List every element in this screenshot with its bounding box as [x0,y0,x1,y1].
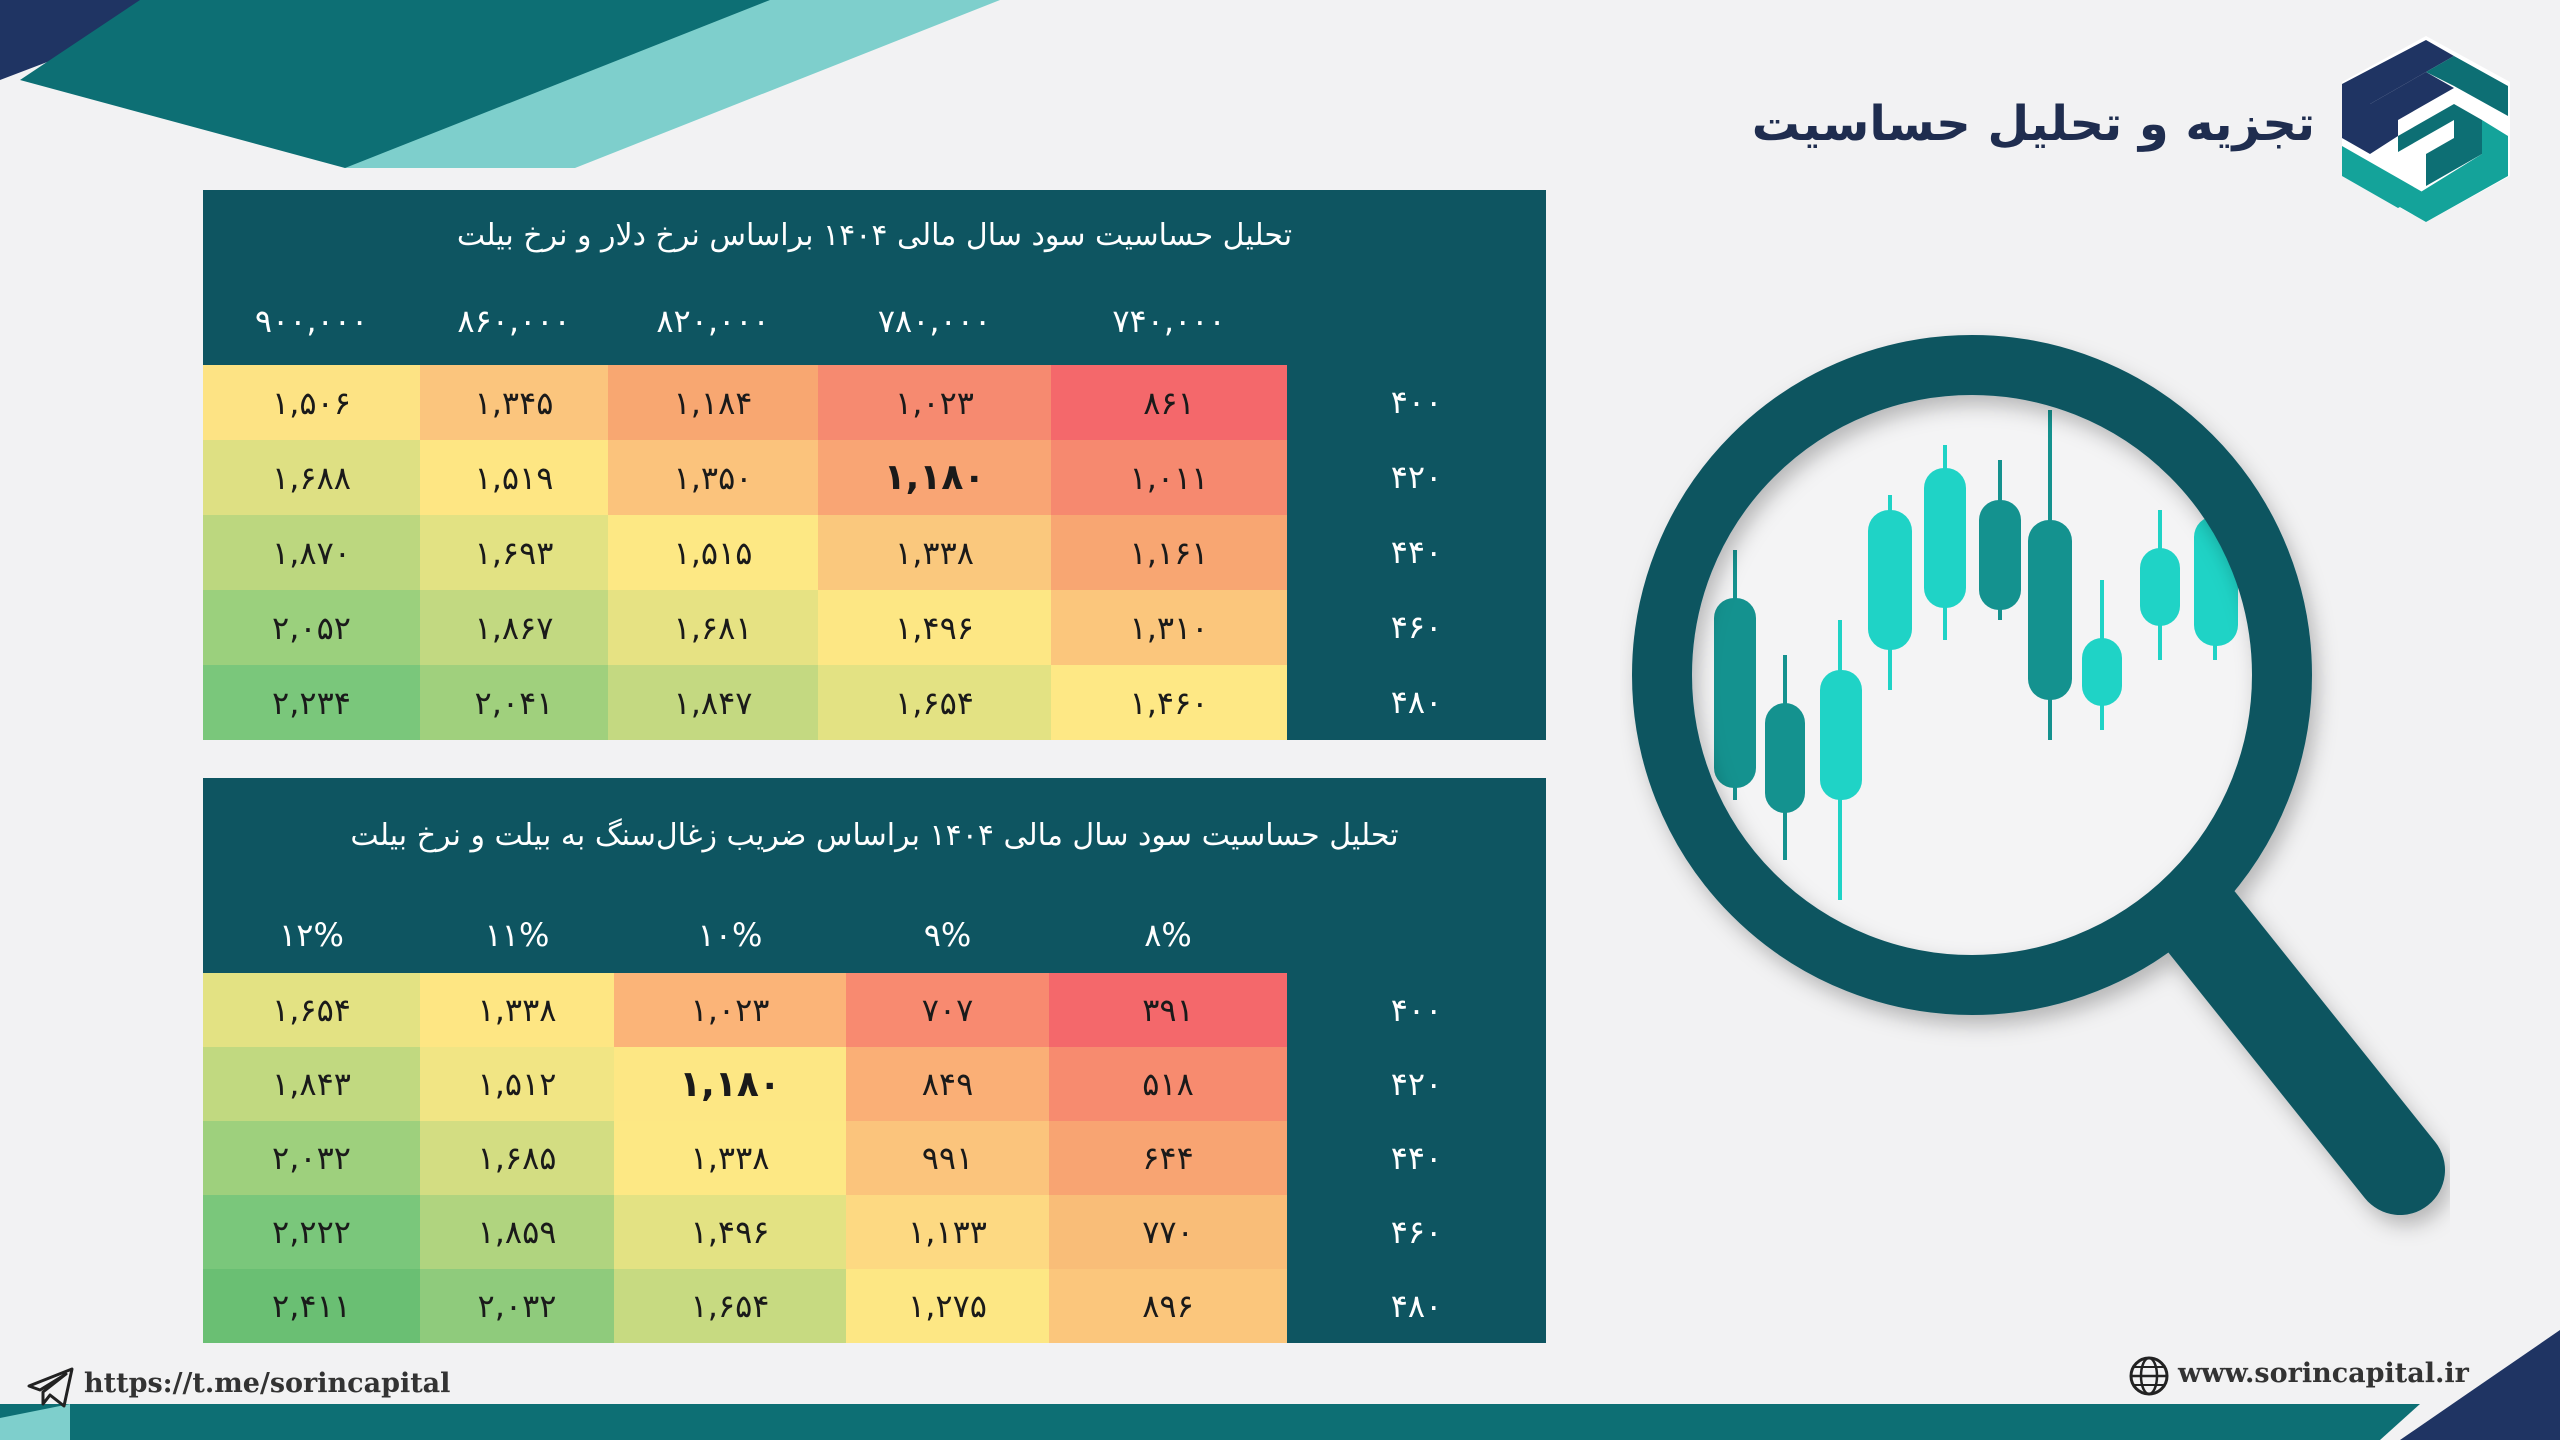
table-cell: ۱,۶۸۱ [608,590,818,665]
table-cell: ۱,۴۶۰ [1051,665,1287,740]
row-label: ۴۰۰ [1390,991,1443,1029]
column-header: ۱۱% [484,916,550,954]
table-cell: ۱,۶۸۵ [420,1121,614,1195]
table-cell: ۸۶۱ [1051,365,1287,440]
table-cell: ۵۱۸ [1049,1047,1287,1121]
column-header: ۸۲۰,۰۰۰ [656,302,770,340]
globe-icon [2129,1356,2169,1396]
table-cell: ۱,۴۹۶ [818,590,1051,665]
magnifier-icon [1632,335,2445,1215]
table-cell: ۱,۳۳۸ [420,973,614,1047]
table-cell: ۱,۶۵۴ [203,973,420,1047]
table-cell: ۷۷۰ [1049,1195,1287,1269]
table-cell: ۹۹۱ [846,1121,1049,1195]
table-cell: ۱,۳۴۵ [420,365,608,440]
telegram-link[interactable]: https://t.me/sorincapital [84,1368,451,1399]
candlestick-icon [1714,410,2238,900]
table-cell: ۱,۶۵۴ [614,1269,846,1343]
table-cell: ۷۰۷ [846,973,1049,1047]
table-cell: ۲,۰۵۲ [203,590,420,665]
sensitivity-table-coal: تحلیل حساسیت سود سال مالی ۱۴۰۴ براساس ضر… [203,778,1546,1343]
column-header: ۷۴۰,۰۰۰ [1112,302,1226,340]
table-cell: ۲,۰۳۲ [203,1121,420,1195]
table-cell: ۳۹۱ [1049,973,1287,1047]
table-cell: ۱,۲۷۵ [846,1269,1049,1343]
column-header: ۹% [923,916,972,954]
row-label: ۴۶۰ [1390,1213,1443,1251]
table-cell: ۱,۶۵۴ [818,665,1051,740]
table-cell: ۲,۲۳۴ [203,665,420,740]
row-label: ۴۰۰ [1390,383,1443,421]
website-link[interactable]: www.sorincapital.ir [2178,1358,2469,1389]
row-label: ۴۴۰ [1390,1139,1443,1177]
table-cell: ۱,۶۹۳ [420,515,608,590]
page-title: تجزیه و تحلیل حساسیت [1751,96,2315,152]
table-cell: ۱,۸۴۳ [203,1047,420,1121]
top-left-decoration [0,0,1000,168]
table-cell: ۱,۱۸۰ [614,1047,846,1121]
row-label: ۴۸۰ [1390,1287,1443,1325]
row-label: ۴۲۰ [1390,458,1443,496]
table-cell: ۱,۰۲۳ [818,365,1051,440]
table-cell: ۱,۳۱۰ [1051,590,1287,665]
table-title: تحلیل حساسیت سود سال مالی ۱۴۰۴ براساس ضر… [350,818,1399,853]
table-cell: ۸۴۹ [846,1047,1049,1121]
table-cell: ۱,۵۱۹ [420,440,608,515]
column-header: ۷۸۰,۰۰۰ [877,302,992,340]
bottom-right-decoration [2400,1330,2560,1440]
column-header: ۱۰% [697,916,763,954]
table-cell: ۱,۳۵۰ [608,440,818,515]
table-cell: ۱,۸۴۷ [608,665,818,740]
row-label: ۴۶۰ [1390,608,1443,646]
table-cell: ۱,۸۵۹ [420,1195,614,1269]
row-label: ۴۲۰ [1390,1065,1443,1103]
table-cell: ۱,۰۱۱ [1051,440,1287,515]
column-header: ۸% [1144,916,1192,954]
table-cell: ۱,۱۸۴ [608,365,818,440]
table-cell: ۲,۴۱۱ [203,1269,420,1343]
table-cell: ۱,۳۳۸ [818,515,1051,590]
table-title: تحلیل حساسیت سود سال مالی ۱۴۰۴ براساس نر… [456,218,1293,253]
table-cell: ۱,۰۲۳ [614,973,846,1047]
table-cell: ۲,۰۴۱ [420,665,608,740]
table-cell: ۱,۱۸۰ [818,440,1051,515]
table-cell: ۲,۲۲۲ [203,1195,420,1269]
table-cell: ۱,۸۶۷ [420,590,608,665]
column-header: ۸۶۰,۰۰۰ [457,302,571,340]
column-header: ۹۰۰,۰۰۰ [254,302,369,340]
footer-bar [0,1404,2420,1440]
table-cell: ۱,۵۱۵ [608,515,818,590]
row-label: ۴۸۰ [1390,683,1443,721]
table-cell: ۱,۵۰۶ [203,365,420,440]
table-cell: ۱,۱۶۱ [1051,515,1287,590]
telegram-icon[interactable] [26,1366,76,1410]
sensitivity-table-dollar: تحلیل حساسیت سود سال مالی ۱۴۰۴ براساس نر… [203,190,1546,740]
table-cell: ۶۴۴ [1049,1121,1287,1195]
logo-icon [2342,36,2510,222]
table-cell: ۱,۵۱۲ [420,1047,614,1121]
table-cell: ۱,۳۳۸ [614,1121,846,1195]
row-label: ۴۴۰ [1390,533,1443,571]
table-cell: ۲,۰۳۲ [420,1269,614,1343]
table-cell: ۸۹۶ [1049,1269,1287,1343]
table-cell: ۱,۱۳۳ [846,1195,1049,1269]
column-header: ۱۲% [279,916,344,954]
table-cell: ۱,۸۷۰ [203,515,420,590]
table-cell: ۱,۴۹۶ [614,1195,846,1269]
table-cell: ۱,۶۸۸ [203,440,420,515]
